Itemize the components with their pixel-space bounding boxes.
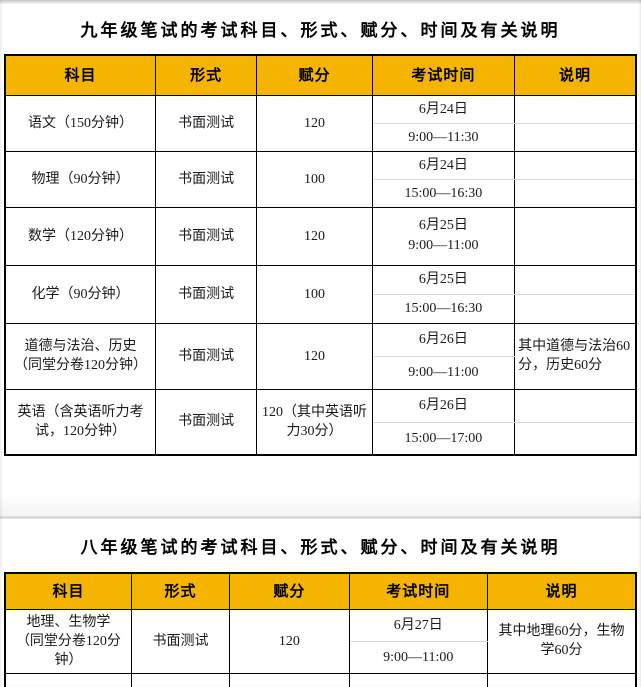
datetime-cell: 6月25日 9:00—11:00 xyxy=(371,206,516,266)
column-header: 说明 xyxy=(487,572,637,610)
subject-cell: 化学（90分钟） xyxy=(4,264,156,324)
table-row: 数学（120分钟） 书面测试 120 6月25日 9:00—11:00 xyxy=(4,206,637,266)
page-seam-line xyxy=(0,516,641,519)
note-cell xyxy=(514,388,637,423)
table-row: 9:00—11:00 xyxy=(5,640,636,674)
note-cell xyxy=(514,264,637,295)
subject-cell: 语文（150分钟） xyxy=(4,94,156,152)
time-cell: 15:00—16:30 xyxy=(371,178,516,208)
grade8-section: 八年级笔试的考试科目、形式、赋分、时间及有关说明 科目 形式 赋分 考试时间 说明 地理、… xyxy=(0,519,641,687)
table-row: 地理、生物学 （同堂分卷120分 钟） 书面测试 120 6月27日 其中地理60分，生… xyxy=(4,608,637,674)
note-cell xyxy=(514,122,637,152)
table-row: 语文（150分钟） 书面测试 120 6月24日 xyxy=(4,94,637,152)
table-row: 9:00—11:00 xyxy=(5,355,636,390)
score-cell: 120 xyxy=(256,322,373,390)
column-header: 说明 xyxy=(514,54,637,96)
date-cell: 6月26日 xyxy=(371,322,516,357)
note-cell: 其中地理60分，生物 学60分 xyxy=(487,608,637,674)
score-cell: 100 xyxy=(256,264,373,324)
note-cell xyxy=(514,94,637,124)
grade8-table-title: 八年级笔试的考试科目、形式、赋分、时间及有关说明 xyxy=(80,538,561,557)
time-cell: 15:00—16:30 xyxy=(371,293,516,324)
date-cell: 6月27日 xyxy=(348,608,489,642)
form-cell: 书面测试 xyxy=(154,264,258,324)
date-cell: 6月24日 xyxy=(371,94,516,124)
note-cell xyxy=(514,293,637,324)
header-row: 科目 形式 赋分 考试时间 说明 xyxy=(4,54,637,96)
subject-cell: 物理（90分钟） xyxy=(4,150,156,208)
table-row: 道德与法治、历史 （同堂分卷120分钟） 书面测试 120 6月26日 其中道德与法治6… xyxy=(4,322,637,390)
note-cell xyxy=(514,206,637,266)
time-cell: 15:00—17:00 xyxy=(371,421,516,456)
note-cell xyxy=(514,421,637,456)
form-cell: 书面测试 xyxy=(154,150,258,208)
time-cell: 9:00—11:30 xyxy=(371,122,516,152)
datetime-cell xyxy=(348,672,489,687)
time-cell: 9:00—11:00 xyxy=(348,640,489,674)
table-row: 15:00—17:00 xyxy=(5,421,637,456)
form-cell xyxy=(130,672,231,687)
column-header: 科目 xyxy=(4,572,132,610)
form-cell: 书面测试 xyxy=(154,206,258,266)
table-row-partial xyxy=(4,672,637,687)
column-header: 赋分 xyxy=(229,572,350,610)
table-row: 9:00—11:30 xyxy=(5,122,637,152)
table-row: 物理（90分钟） 书面测试 100 6月24日 xyxy=(4,150,637,208)
subject-cell: 英语（含英语听力考 试，120分钟） xyxy=(4,388,156,456)
table-row: 化学（90分钟） 书面测试 100 6月25日 xyxy=(4,264,637,324)
subject-cell: 数学（120分钟） xyxy=(4,206,156,266)
column-header: 考试时间 xyxy=(371,54,516,96)
form-cell: 书面测试 xyxy=(154,388,258,456)
table-row: 英语（含英语听力考 试，120分钟） 书面测试 120（其中英语听 力30分） 6月2… xyxy=(4,388,637,456)
column-header: 科目 xyxy=(4,54,156,96)
note-cell xyxy=(514,178,637,208)
date-cell: 6月26日 xyxy=(371,388,516,423)
note-cell: 其中道德与法治60 分，历史60分 xyxy=(514,322,637,390)
form-cell: 书面测试 xyxy=(154,322,258,390)
score-cell: 120 xyxy=(229,608,350,674)
column-header: 形式 xyxy=(154,54,258,96)
grade8-exam-table: 科目 形式 赋分 考试时间 说明 地理、生物学 （同堂分卷120分 钟） 书面测试 120 6月… xyxy=(4,572,637,687)
score-cell: 120（其中英语听 力30分） xyxy=(256,388,373,456)
subject-cell: 地理、生物学 （同堂分卷120分 钟） xyxy=(4,608,132,674)
time-cell: 9:00—11:00 xyxy=(371,355,516,390)
subject-cell: 道德与法治、历史 （同堂分卷120分钟） xyxy=(4,322,156,390)
form-cell: 书面测试 xyxy=(154,94,258,152)
column-header: 考试时间 xyxy=(348,572,489,610)
subject-cell xyxy=(4,672,132,687)
score-cell: 120 xyxy=(256,206,373,266)
date-cell: 6月24日 xyxy=(371,150,516,180)
column-header: 形式 xyxy=(130,572,231,610)
header-row: 科目 形式 赋分 考试时间 说明 xyxy=(4,572,637,610)
page-top-edge xyxy=(0,0,641,4)
note-cell xyxy=(514,150,637,180)
score-cell: 120 xyxy=(256,94,373,152)
page-gap xyxy=(0,456,641,516)
date-cell: 6月25日 xyxy=(371,264,516,295)
form-cell: 书面测试 xyxy=(130,608,231,674)
note-cell xyxy=(487,672,637,687)
score-cell: 100 xyxy=(256,150,373,208)
column-header: 赋分 xyxy=(256,54,373,96)
score-cell xyxy=(229,672,350,687)
grade9-section: 九年级笔试的考试科目、形式、赋分、时间及有关说明 科目 形式 赋分 考试时间 说明 语文（… xyxy=(0,4,641,456)
grade9-table-title: 九年级笔试的考试科目、形式、赋分、时间及有关说明 xyxy=(80,21,561,40)
grade9-exam-table: 科目 形式 赋分 考试时间 说明 语文（150分钟） 书面测试 120 6月24日 9:00—11… xyxy=(4,54,637,456)
